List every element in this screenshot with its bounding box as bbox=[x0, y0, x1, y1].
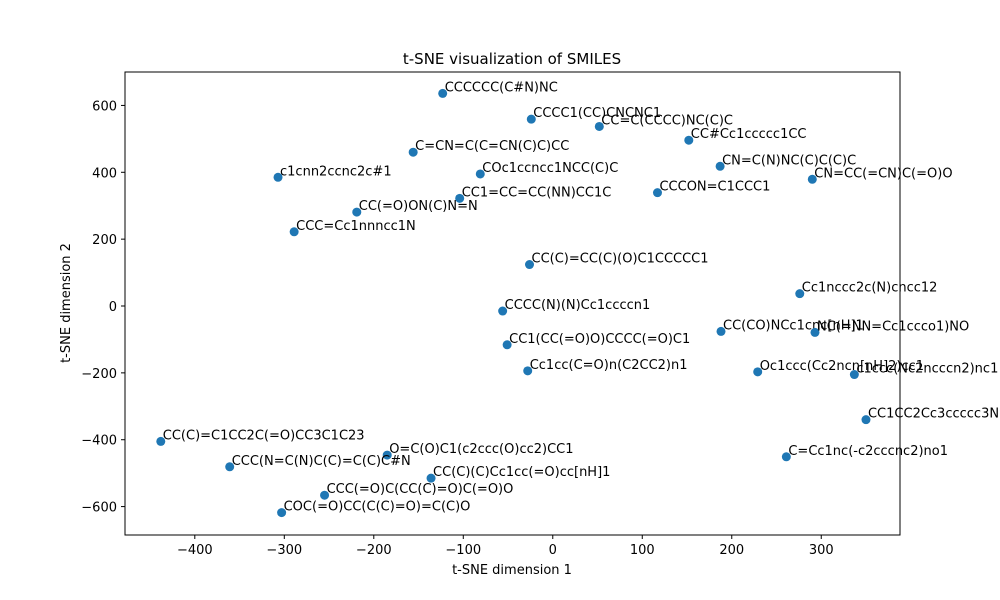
x-tick-label: 200 bbox=[719, 543, 744, 558]
y-tick-label: 600 bbox=[92, 99, 117, 114]
scatter-point bbox=[684, 135, 694, 145]
point-label: COC(=O)CC(C(C)=O)=C(C)O bbox=[284, 500, 471, 515]
scatter-point bbox=[807, 174, 817, 184]
x-tick-label: 0 bbox=[549, 543, 557, 558]
x-tick-label: 300 bbox=[809, 543, 834, 558]
point-label: CCCON=C1CCC1 bbox=[659, 180, 770, 195]
scatter-point bbox=[498, 306, 508, 316]
scatter-point bbox=[715, 161, 725, 171]
point-label: CN=CC(=CN)C(=O)O bbox=[814, 166, 952, 181]
scatter-point bbox=[408, 147, 418, 157]
y-tick-label: 200 bbox=[92, 233, 117, 248]
point-label: CC1=CC=CC(NN)CC1C bbox=[462, 185, 612, 200]
scatter-point bbox=[861, 415, 871, 425]
point-label: CC=C(CCCC)NC(C)C bbox=[601, 113, 733, 128]
point-label: CC1(CC(=O)O)CCCC(=O)C1 bbox=[509, 332, 690, 347]
point-label: Cc1nccc2c(N)cncc12 bbox=[802, 281, 938, 296]
y-tick-label: 0 bbox=[109, 300, 117, 315]
x-axis-label: t-SNE dimension 1 bbox=[452, 563, 572, 578]
chart-title: t-SNE visualization of SMILES bbox=[403, 50, 621, 68]
point-label: CCCC1(CC)CNCNC1 bbox=[533, 106, 661, 121]
point-label: CCC=Cc1nnncc1N bbox=[296, 219, 416, 234]
point-label: CCCC(N)(N)Cc1ccccn1 bbox=[505, 298, 651, 313]
scatter-point bbox=[426, 473, 436, 483]
scatter-point bbox=[289, 227, 299, 237]
y-tick-label: −400 bbox=[81, 434, 117, 449]
x-tick-label: −100 bbox=[445, 543, 481, 558]
point-label: CCC(N=C(N)C(C)=C(C)C#N bbox=[232, 454, 411, 469]
plot-frame bbox=[124, 71, 901, 536]
y-axis-label: t-SNE dimension 2 bbox=[59, 243, 74, 363]
scatter-point bbox=[382, 450, 392, 460]
point-label: C=Cc1nc(-c2cccnc2)no1 bbox=[788, 444, 948, 459]
point-label: c1ccc(Nc2ncccn2)nc1 bbox=[856, 362, 998, 377]
point-label: CC(CO)NCc1cnc[nH]1 bbox=[723, 318, 864, 333]
scatter-point bbox=[352, 207, 362, 217]
scatter-point bbox=[810, 327, 820, 337]
scatter-point bbox=[156, 436, 166, 446]
scatter-point bbox=[849, 370, 859, 380]
point-label: NC(=NN=Cc1ccco1)NO bbox=[817, 319, 969, 334]
x-tick-label: −400 bbox=[177, 543, 213, 558]
scatter-point bbox=[525, 260, 535, 270]
plot-area: CCCCCC(C#N)NC CCCC1(CC)CNCNC1CC=C(CCCC)NC… bbox=[156, 80, 999, 518]
scatter-point bbox=[753, 367, 763, 377]
scatter-point bbox=[523, 366, 533, 376]
point-label: CN=C(N)NC(C)C(C)C bbox=[722, 153, 856, 168]
point-label: CC1CC2Cc3ccccc3N bbox=[868, 407, 999, 422]
point-label: CCC(=O)C(CC(C)=O)C(=O)O bbox=[327, 482, 514, 497]
scatter-point bbox=[781, 452, 791, 462]
y-tick-label: 400 bbox=[92, 166, 117, 181]
point-label: C=CN=C(C=CN(C)C)CC bbox=[415, 139, 569, 154]
scatter-point bbox=[594, 121, 604, 131]
scatter-point bbox=[438, 88, 448, 98]
point-label: CCCCCC(C#N)NC bbox=[445, 80, 558, 95]
scatter-point bbox=[475, 169, 485, 179]
scatter-point bbox=[502, 340, 512, 350]
y-axis: −600 −400 −200 0 200 400 600 bbox=[81, 99, 125, 516]
point-label: CC(C)=CC(C)(O)C1CCCCC1 bbox=[532, 252, 709, 267]
point-label: O=C(O)C1(c2ccc(O)cc2)CC1 bbox=[389, 442, 573, 457]
scatter-point bbox=[277, 508, 287, 518]
y-tick-label: −600 bbox=[81, 501, 117, 516]
point-label: CC#Cc1ccccc1CC bbox=[691, 127, 807, 142]
scatter-point bbox=[526, 114, 536, 124]
scatter-point bbox=[273, 172, 283, 182]
x-tick-label: −300 bbox=[266, 543, 302, 558]
point-label: c1cnn2ccnc2c#1 bbox=[280, 164, 392, 179]
y-tick-label: −200 bbox=[81, 367, 117, 382]
x-tick-label: 100 bbox=[630, 543, 655, 558]
scatter-point bbox=[320, 490, 330, 500]
scatter-point bbox=[455, 193, 465, 203]
x-axis: −400 −300 −200 −100 0 100 200 300 bbox=[177, 535, 834, 558]
scatter-point bbox=[795, 289, 805, 299]
point-label: Oc1ccc(Cc2ncn[nH]2)cc1 bbox=[760, 359, 924, 374]
point-label: CC(C)(C)Cc1cc(=O)cc[nH]1 bbox=[433, 465, 610, 480]
x-tick-label: −200 bbox=[356, 543, 392, 558]
scatter-point bbox=[225, 462, 235, 472]
point-label: CC(C)=C1CC2C(=O)CC3C1C23 bbox=[163, 428, 365, 443]
point-label: CC(=O)ON(C)N=N bbox=[359, 199, 478, 214]
scatter-point bbox=[652, 188, 662, 198]
point-label: Cc1cc(C=O)n(C2CC2)n1 bbox=[530, 358, 688, 373]
point-label: COc1ccncc1NCC(C)C bbox=[482, 161, 618, 176]
scatter-point bbox=[716, 326, 726, 336]
